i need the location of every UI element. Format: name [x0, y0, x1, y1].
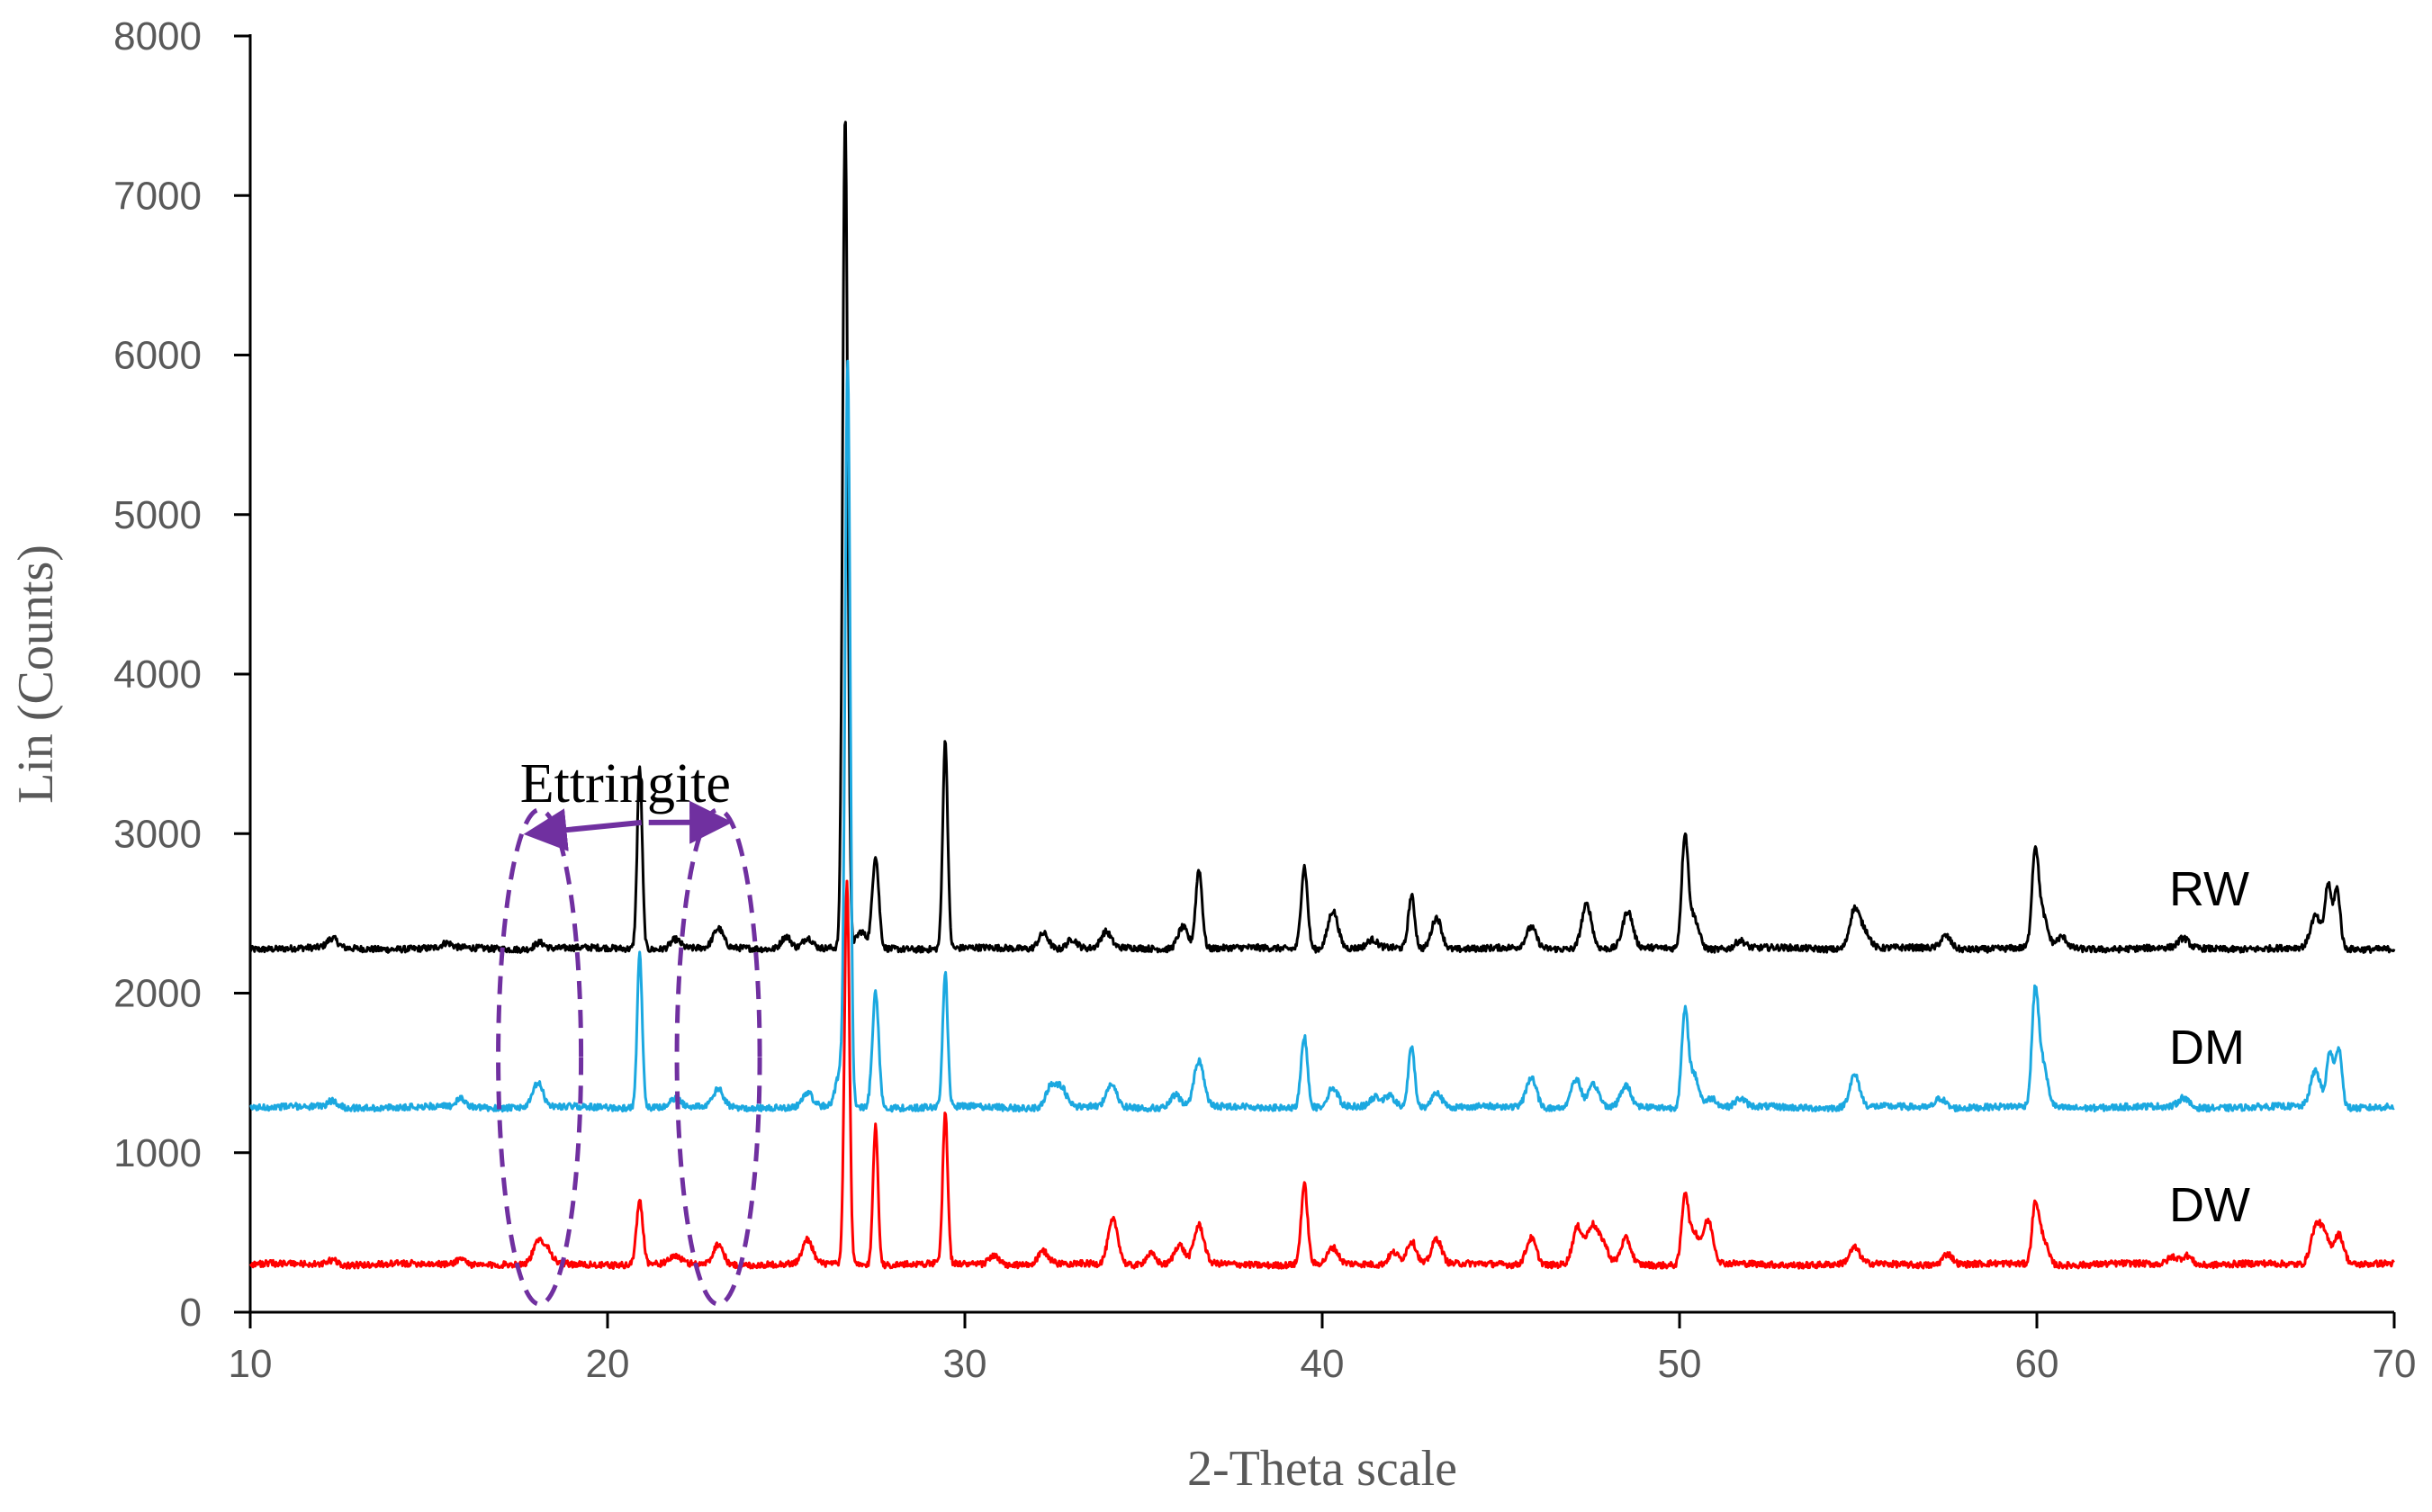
- x-tick-label: 40: [1301, 1342, 1345, 1386]
- x-tick-label: 10: [229, 1342, 273, 1386]
- y-tick-label: 8000: [113, 14, 202, 58]
- x-tick-label: 70: [2373, 1342, 2417, 1386]
- series-label-rw: RW: [2169, 862, 2249, 916]
- x-tick-label: 60: [2015, 1342, 2059, 1386]
- ettringite-ellipse-right: [674, 807, 762, 1307]
- y-tick-label: 6000: [113, 334, 202, 378]
- series-line-dm: [249, 359, 2395, 1113]
- y-tick-label: 7000: [113, 174, 202, 218]
- y-tick-label: 0: [180, 1291, 202, 1335]
- y-tick-label: 2000: [113, 972, 202, 1016]
- ettringite-label: Ettringite: [520, 753, 731, 814]
- x-axis-title: 2-Theta scale: [1187, 1441, 1457, 1497]
- y-tick-label: 4000: [113, 652, 202, 697]
- series-line-rw: [248, 121, 2396, 954]
- y-tick-label: 1000: [113, 1131, 202, 1175]
- series-label-dm: DM: [2169, 1021, 2245, 1075]
- x-tick-label: 20: [586, 1342, 630, 1386]
- y-tick-label: 5000: [113, 493, 202, 537]
- y-ticks: 0 1000 2000 3000 4000 5000 6000 7000 8000: [113, 14, 250, 1335]
- ettringite-ellipse-left: [496, 807, 584, 1307]
- axes: 10 20 30 40 50 60 70 0 1000 2000 3000 4000 5000 6000…: [113, 14, 2416, 1386]
- x-tick-label: 50: [1658, 1342, 1702, 1386]
- x-tick-label: 30: [943, 1342, 987, 1386]
- x-ticks: 10 20 30 40 50 60 70: [229, 1312, 2417, 1386]
- y-axis-title: Lin (Counts): [8, 544, 64, 804]
- series-line-dw: [248, 879, 2395, 1270]
- series-labels: RW DM DW: [2169, 862, 2250, 1232]
- ettringite-annotation: Ettringite: [496, 753, 762, 1307]
- series-lines: [248, 121, 2396, 1270]
- y-tick-label: 3000: [113, 812, 202, 856]
- ettringite-arrow-left: [523, 808, 643, 851]
- series-label-dw: DW: [2169, 1178, 2250, 1232]
